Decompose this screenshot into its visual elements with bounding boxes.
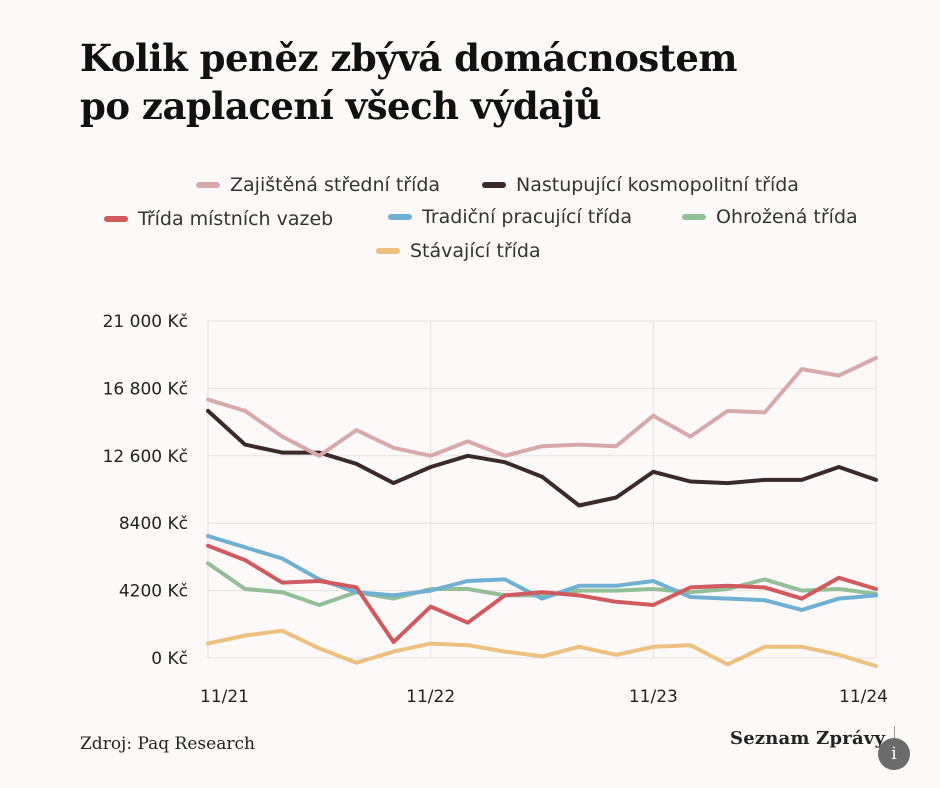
- x-tick-label-2: 11/23: [629, 687, 678, 707]
- chart-title-line2: po zaplacení všech výdajů: [80, 84, 602, 128]
- y-tick-label-0: 0 Kč: [151, 649, 188, 669]
- series-line-2: [206, 543, 878, 644]
- x-tick-label-3: 11/24: [839, 687, 888, 707]
- series-line-0: [206, 355, 878, 458]
- y-tick-label-5: 21 000 Kč: [103, 312, 188, 332]
- x-tick-label-0: 11/21: [200, 687, 249, 707]
- info-icon[interactable]: i: [878, 738, 910, 770]
- y-tick-label-2: 8400 Kč: [119, 514, 188, 534]
- series-line-3: [206, 534, 878, 612]
- y-tick-label-3: 12 600 Kč: [103, 447, 188, 467]
- y-tick-label-1: 4200 Kč: [119, 582, 188, 602]
- source-note: Zdroj: Paq Research: [80, 734, 255, 754]
- series-line-4: [206, 561, 878, 607]
- brand-logo: Seznam Zprávy: [730, 728, 886, 749]
- series-line-1: [206, 408, 878, 508]
- chart-title: Kolik peněz zbývá domácnostem po zaplace…: [80, 34, 880, 130]
- chart-title-line1: Kolik peněz zbývá domácnostem: [80, 36, 738, 80]
- series-line-5: [206, 628, 878, 668]
- x-tick-label-1: 11/22: [406, 687, 455, 707]
- y-tick-label-4: 16 800 Kč: [103, 379, 188, 399]
